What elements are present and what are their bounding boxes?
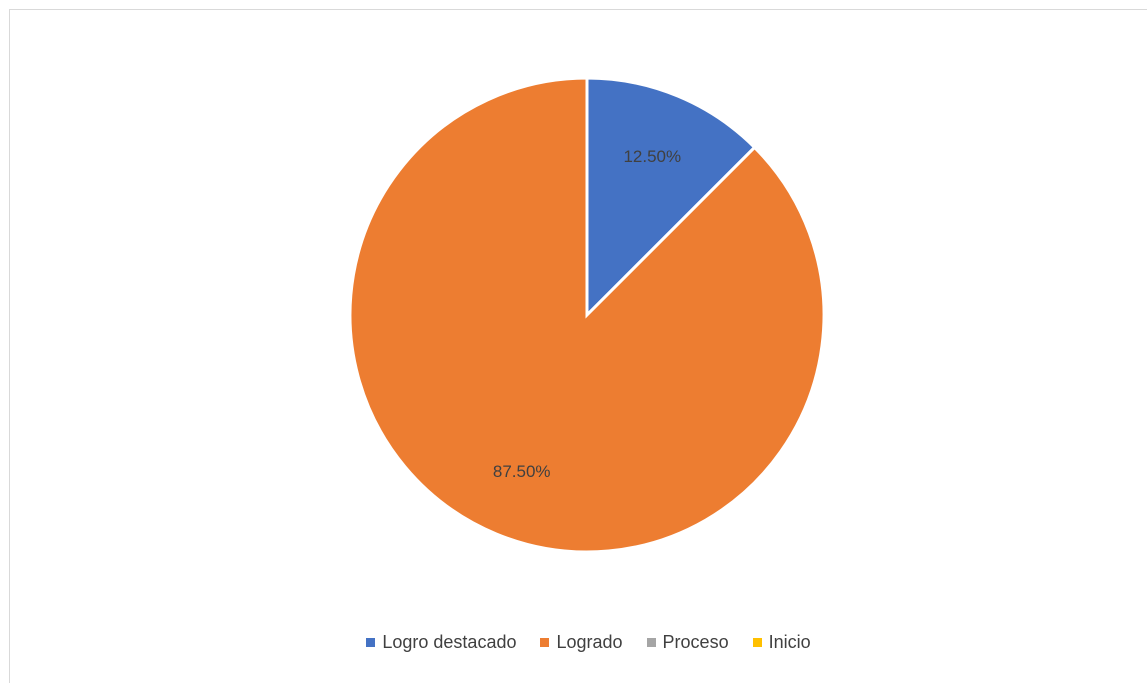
data-label-logro-destacado: 12.50% xyxy=(623,147,681,166)
legend-label-proceso: Proceso xyxy=(662,632,729,652)
legend-swatch-logrado xyxy=(540,638,550,647)
legend-swatch-inicio xyxy=(752,638,762,647)
legend: Logro destacado Logrado Proceso Inicio xyxy=(0,632,1147,653)
legend-item-proceso: Proceso xyxy=(646,632,729,653)
legend-item-logro-destacado: Logro destacado xyxy=(366,632,516,653)
data-label-logrado: 87.50% xyxy=(493,462,551,481)
pie-slice-logrado xyxy=(348,76,826,554)
legend-label-logrado: Logrado xyxy=(556,632,623,652)
pie-slice-logro-destacado xyxy=(585,76,757,319)
legend-item-inicio: Inicio xyxy=(752,632,811,653)
legend-swatch-logro-destacado xyxy=(366,638,376,647)
legend-label-logro-destacado: Logro destacado xyxy=(382,632,517,652)
legend-item-logrado: Logrado xyxy=(540,632,623,653)
legend-swatch-proceso xyxy=(646,638,656,647)
legend-label-inicio: Inicio xyxy=(768,632,811,652)
